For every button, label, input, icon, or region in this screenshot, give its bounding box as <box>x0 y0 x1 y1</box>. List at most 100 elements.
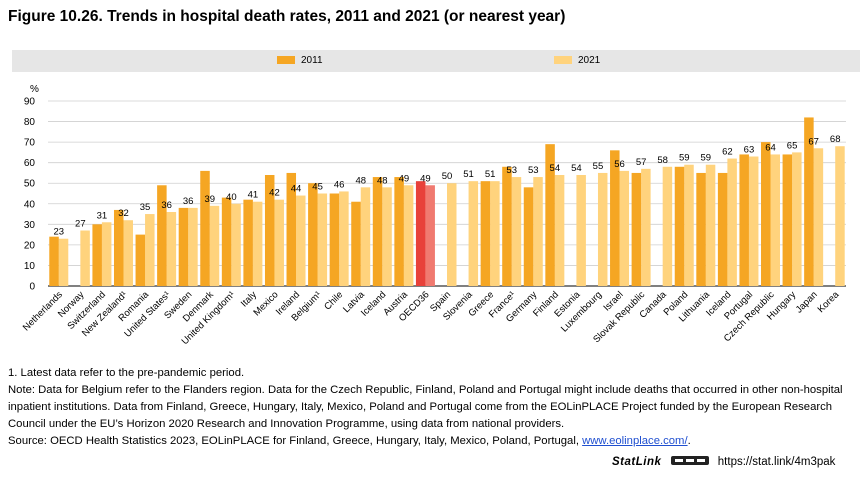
data-label: 35 <box>140 202 151 213</box>
bar-2011 <box>178 207 189 286</box>
legend-label-2011: 2011 <box>301 55 323 66</box>
data-label: 63 <box>744 145 755 156</box>
data-label: 49 <box>399 173 410 184</box>
y-tick-label: 50 <box>24 179 36 190</box>
statlink: StatLink https://stat.link/4m3pak <box>612 455 835 468</box>
bar-2011 <box>480 181 491 286</box>
y-tick-label: 10 <box>24 261 36 272</box>
bar-2011 <box>674 166 685 286</box>
data-label: 59 <box>701 153 712 164</box>
y-tick-label: 30 <box>24 220 36 231</box>
bar-2011 <box>739 154 749 286</box>
y-tick-label: 80 <box>24 117 36 128</box>
bar-2021 <box>360 187 371 286</box>
y-tick-label: 40 <box>24 199 36 210</box>
data-label: 48 <box>377 175 388 186</box>
bar-2021 <box>317 193 328 286</box>
data-label: 50 <box>442 171 453 182</box>
bar-2011 <box>308 183 318 286</box>
data-label: 27 <box>75 219 86 230</box>
bar-2021 <box>619 170 630 286</box>
data-label: 53 <box>506 165 517 176</box>
bar-2021 <box>597 172 608 286</box>
bar-2021 <box>145 214 155 286</box>
data-label: 40 <box>226 192 237 203</box>
bar-2011 <box>264 175 275 286</box>
data-label: 65 <box>787 140 798 151</box>
bar-2021 <box>641 168 651 286</box>
source-link[interactable]: www.eolinplace.com/ <box>582 435 688 447</box>
bar-2021 <box>576 175 586 286</box>
bar-chart: %010203040506070809023Netherlands27Norwa… <box>21 84 846 347</box>
notes-block: 1. Latest data refer to the pre-pandemic… <box>8 365 864 450</box>
note-latest-data: 1. Latest data refer to the pre-pandemic… <box>8 367 245 379</box>
statlink-logo-icon <box>670 456 709 465</box>
y-tick-label: 0 <box>29 282 35 293</box>
bar-2021 <box>188 207 198 286</box>
data-label: 39 <box>204 194 215 205</box>
data-label: 48 <box>355 175 366 186</box>
bar-2021 <box>296 195 306 286</box>
legend-label-2021: 2021 <box>578 55 601 66</box>
data-label: 55 <box>593 161 604 172</box>
bar-2011 <box>394 177 404 286</box>
bar-2011 <box>243 199 253 286</box>
source-end: . <box>687 435 691 447</box>
bar-2011 <box>351 201 361 286</box>
x-tick-label: Mexico <box>252 289 281 318</box>
bar-2021 <box>468 181 479 286</box>
data-label: 58 <box>657 155 668 166</box>
data-label: 53 <box>528 165 539 176</box>
y-tick-label: 60 <box>24 158 36 169</box>
x-tick-label: Japan <box>794 289 820 315</box>
data-label: 62 <box>722 147 733 158</box>
data-label: 36 <box>183 196 194 207</box>
data-label: 23 <box>53 227 64 238</box>
bar-2021 <box>447 183 457 286</box>
bar-2021 <box>705 164 716 286</box>
data-label: 46 <box>334 179 345 190</box>
bar-2021 <box>835 146 845 286</box>
bar-2021 <box>382 187 392 286</box>
bar-2021 <box>792 152 802 286</box>
data-label: 51 <box>485 169 496 180</box>
bar-2011 <box>221 197 232 286</box>
data-label: 41 <box>248 190 259 201</box>
y-tick-label: 20 <box>24 240 36 251</box>
data-label: 31 <box>97 210 108 221</box>
note-text: Note: Data for Belgium refer to the Flan… <box>8 384 843 430</box>
data-label: 64 <box>765 142 776 153</box>
bar-2021 <box>403 185 414 286</box>
bar-2021 <box>425 185 435 286</box>
bar-2011 <box>761 142 771 286</box>
bar-2011 <box>545 144 555 286</box>
bar-2021 <box>813 148 824 286</box>
y-tick-label: 70 <box>24 138 36 149</box>
bar-2011 <box>135 234 146 286</box>
bar-2011 <box>804 117 814 286</box>
data-label: 54 <box>571 163 582 174</box>
bar-2021 <box>274 199 284 286</box>
bar-2011 <box>502 166 512 286</box>
bar-2021 <box>533 177 543 286</box>
bar-2011 <box>329 193 340 286</box>
legend-item-2021: 2021 <box>554 54 600 68</box>
legend-swatch-2021 <box>554 56 572 65</box>
y-axis-unit-label: % <box>30 84 39 95</box>
bar-2011 <box>49 236 59 286</box>
data-label: 49 <box>420 173 431 184</box>
bar-2021 <box>748 156 759 286</box>
bar-2011 <box>372 177 383 286</box>
bar-2021 <box>339 191 349 286</box>
data-label: 44 <box>291 184 302 195</box>
bar-2011 <box>415 181 426 286</box>
bar-2011 <box>157 185 167 286</box>
bar-2021 <box>727 158 737 286</box>
bar-2021 <box>166 212 177 286</box>
data-label: 36 <box>161 200 172 211</box>
statlink-url[interactable]: https://stat.link/4m3pak <box>717 456 836 468</box>
data-label: 42 <box>269 188 280 199</box>
bar-2021 <box>490 181 500 286</box>
source-line: Source: OECD Health Statistics 2023, EOL… <box>8 433 864 450</box>
data-label: 54 <box>550 163 561 174</box>
